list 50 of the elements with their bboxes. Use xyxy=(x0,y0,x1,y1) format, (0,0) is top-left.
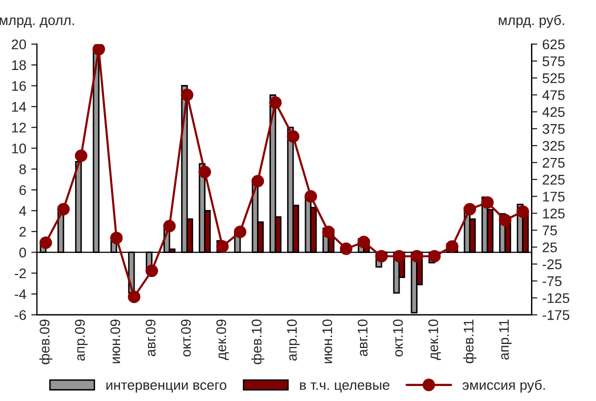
y2-tick-label: 575 xyxy=(542,56,565,66)
y-tick-label: -4 xyxy=(14,289,26,299)
y-tick-label: 0 xyxy=(19,248,26,258)
x-tick-label: окт.09 xyxy=(181,320,191,356)
x-tick-label: фев.10 xyxy=(251,319,264,364)
y-tick-label: 18 xyxy=(12,60,26,70)
x-tick-label: окт.10 xyxy=(393,319,403,356)
y-tick-label: -2 xyxy=(14,268,26,278)
y2-tick-label: -25 xyxy=(542,259,562,270)
y-axis-title: млрд. долл. xyxy=(0,18,74,28)
y2-tick-label: 375 xyxy=(542,124,565,134)
x-tick-label: дек.09 xyxy=(216,320,229,360)
y2-tick-label: -175 xyxy=(542,310,570,320)
y2-tick-label: 625 xyxy=(542,39,565,50)
legend-label: в т.ч. целевые xyxy=(300,382,390,393)
y-tick-label: 20 xyxy=(12,39,26,50)
y2-tick-label: -75 xyxy=(542,276,562,286)
x-tick-label: апр.09 xyxy=(75,320,88,361)
y-tick-label: -6 xyxy=(14,310,26,320)
x-tick-label: апр.11 xyxy=(499,320,512,360)
y2-tick-label: -125 xyxy=(542,293,570,304)
y2-tick-label: 425 xyxy=(542,107,565,117)
y2-tick-label: 125 xyxy=(543,208,565,218)
y-tick-label: 10 xyxy=(12,144,26,154)
x-tick-label: июн.10 xyxy=(322,319,332,364)
y-tick-label: 12 xyxy=(12,122,26,132)
y2-tick-label: 475 xyxy=(542,90,565,100)
y2-tick-label: 325 xyxy=(542,140,565,151)
y-tick-label: 16 xyxy=(12,81,26,91)
y-tick-label: 8 xyxy=(19,164,26,174)
x-tick-label: авг.10 xyxy=(358,319,368,356)
y2-axis-title: млрд. руб. xyxy=(498,14,564,28)
y-tick-label: 4 xyxy=(19,206,26,216)
x-tick-label: фев.09 xyxy=(39,320,52,364)
legend-label: эмиссия руб. xyxy=(462,380,545,393)
legend-label: интервенции всего xyxy=(106,382,226,393)
x-tick-label: фев.11 xyxy=(463,320,476,364)
x-tick-label: дек.10 xyxy=(428,319,441,360)
y-tick-label: 6 xyxy=(20,185,26,196)
y2-tick-label: 25 xyxy=(542,242,557,252)
x-tick-label: авг.09 xyxy=(146,320,156,356)
y-tick-label: 14 xyxy=(12,102,26,112)
y2-tick-label: 175 xyxy=(543,192,565,202)
x-tick-label: июн.09 xyxy=(110,320,120,364)
y2-tick-label: 75 xyxy=(542,226,557,236)
x-tick-label: апр.10 xyxy=(287,319,300,361)
y2-tick-label: 275 xyxy=(542,158,565,168)
y2-tick-label: 525 xyxy=(542,73,565,84)
y2-tick-label: 225 xyxy=(542,174,565,185)
y-tick-label: 2 xyxy=(20,226,26,237)
